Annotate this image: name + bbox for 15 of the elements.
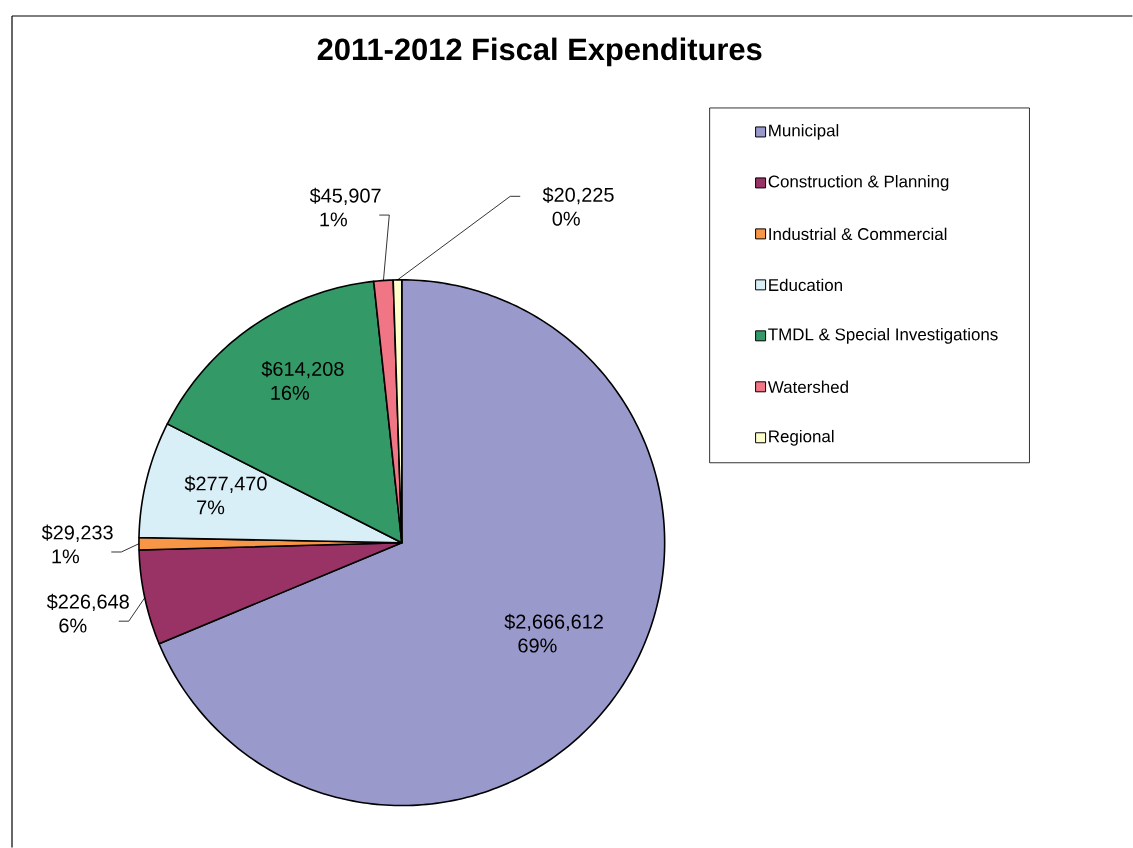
data-label: $20,225 0% (542, 186, 614, 226)
data-label: $29,233 1% (41, 524, 113, 564)
legend-label: Construction & Planning (768, 174, 949, 191)
data-label: $277,470 7% (184, 475, 267, 515)
chart-title: 2011-2012 Fiscal Expenditures (317, 37, 762, 67)
legend-label: Industrial & Commercial (769, 227, 947, 241)
data-label: $614,208 16% (261, 361, 344, 400)
legend-label: Education (769, 278, 842, 292)
legend-label: Regional (769, 429, 834, 446)
legend-label: Municipal (769, 123, 839, 140)
legend-label: Watershed (767, 380, 848, 393)
data-label: $2,666,612 69% (504, 613, 603, 653)
data-label: $45,907 1% (309, 187, 381, 227)
legend-label: TMDL & Special Investigations (768, 327, 998, 344)
data-label: $226,648 6% (46, 593, 129, 633)
